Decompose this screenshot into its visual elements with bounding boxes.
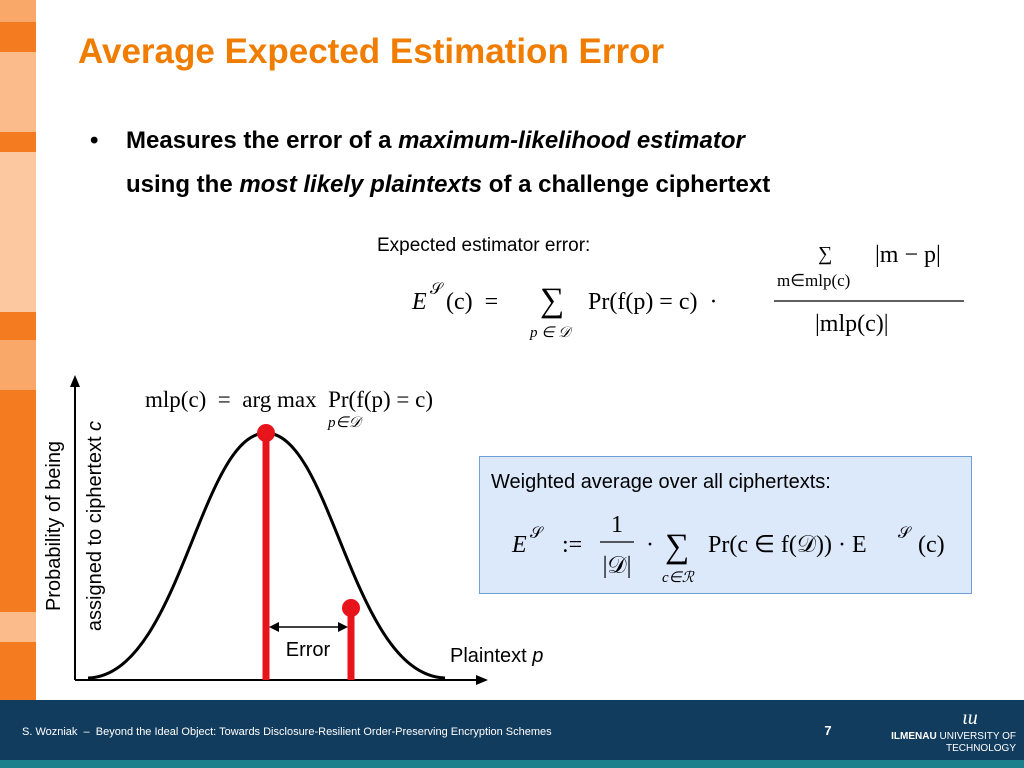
logo-text: TECHNOLOGY [946, 743, 1016, 754]
bullet-line: Measures the error of a maximum-likeliho… [126, 127, 747, 154]
math: c∈ℛ [662, 570, 695, 586]
text: of a challenge ciphertext [482, 171, 770, 198]
y-axis-label: Probability of being [43, 441, 65, 611]
mlp-subscript: p∈𝒟 [327, 415, 364, 431]
math: p ∈ 𝒟 [529, 325, 573, 341]
arrow-head [476, 675, 488, 685]
math: E [411, 289, 427, 315]
x-axis-label: Plaintext p [450, 645, 543, 667]
math: |𝒟| [603, 553, 632, 579]
stripe-block [0, 152, 36, 312]
y-axis-label: assigned to ciphertext c [84, 421, 106, 631]
math: 1 [611, 512, 623, 538]
expected-formula: E 𝒮 (c) = ∑ p ∈ 𝒟 Pr(f(p) = c) · ∑ m∈mlp… [411, 242, 964, 341]
weighted-box: Weighted average over all ciphertexts: E… [479, 456, 972, 594]
citation: S. Wozniak – Beyond the Ideal Object: To… [22, 726, 552, 738]
box-label: Weighted average over all ciphertexts: [491, 471, 831, 493]
logo-mark: ɩu [962, 707, 978, 729]
plaintext-point [342, 599, 360, 617]
math: 𝒮 [898, 525, 912, 542]
slide-title: Average Expected Estimation Error [78, 32, 665, 71]
mlp-point [257, 424, 275, 442]
math: |mlp(c)| [815, 311, 889, 337]
bullet-line: using the most likely plaintexts of a ch… [126, 171, 770, 198]
math: E [511, 532, 527, 558]
text: Measures the error of a [126, 127, 398, 154]
math: · [646, 532, 654, 558]
math: 𝒮 [530, 525, 544, 542]
formula-label: Expected estimator error: [377, 235, 590, 256]
math: := [562, 532, 582, 558]
math: 𝒮 [430, 281, 444, 298]
text: UNIVERSITY OF [937, 731, 1016, 742]
math: ∑ [818, 243, 832, 265]
math: Pr(c ∈ f(𝒟)) · E [708, 532, 867, 558]
footer-bar [0, 700, 1024, 760]
side-stripe [0, 0, 36, 700]
arrow-head [338, 622, 348, 632]
math: ∑ [540, 282, 564, 319]
footer: S. Wozniak – Beyond the Ideal Object: To… [0, 700, 1024, 768]
stripe-block [0, 340, 36, 390]
math: (c) = [446, 289, 498, 315]
footer-strip [0, 760, 1024, 768]
text: using the [126, 171, 239, 198]
text: ILMENAU [891, 731, 937, 742]
stripe-block [0, 612, 36, 642]
bullet-dot: • [90, 127, 98, 154]
arrow-head [269, 622, 279, 632]
arrow-head [70, 375, 80, 387]
emphasis: most likely plaintexts [239, 171, 482, 198]
text: Plaintext [450, 645, 532, 667]
math: (c) [918, 532, 945, 558]
math: m∈mlp(c) [777, 271, 850, 290]
diagram: Error Plaintext p Probability of being a… [43, 375, 543, 685]
emphasis: maximum-likelihood estimator [398, 127, 746, 154]
page-number: 7 [824, 723, 831, 738]
stripe-block [0, 0, 36, 22]
text: c [84, 421, 106, 431]
math: Pr(f(p) = c) · [588, 289, 717, 315]
text: assigned to ciphertext [84, 431, 106, 631]
logo-text: ILMENAU UNIVERSITY OF [891, 731, 1016, 742]
box [479, 456, 972, 594]
text: p [531, 645, 543, 667]
stripe-block [0, 52, 36, 132]
math: |m − p| [875, 242, 941, 268]
weighted-formula: E 𝒮 := 1 |𝒟| · ∑ c∈ℛ Pr(c ∈ f(𝒟)) · E 𝒮 … [511, 512, 945, 586]
math: ∑ [665, 528, 689, 565]
error-label: Error [286, 639, 331, 661]
mlp-formula: mlp(c) = arg max Pr(f(p) = c) [145, 387, 433, 412]
